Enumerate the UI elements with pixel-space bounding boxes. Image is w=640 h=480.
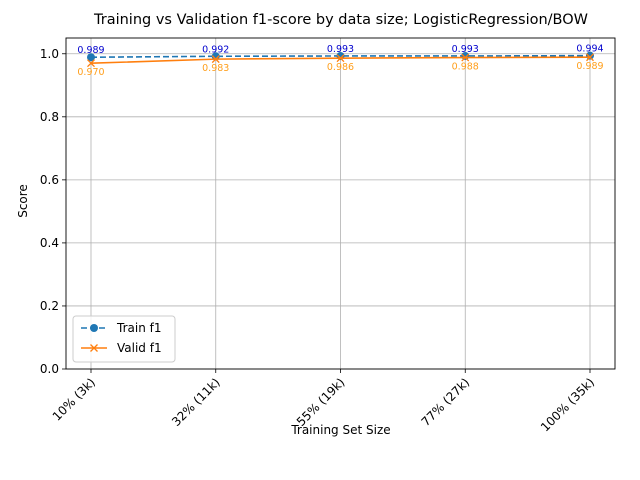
legend-box — [72, 315, 176, 363]
legend-label: Valid f1 — [117, 341, 162, 355]
data-labels: 0.989 0.992 0.993 0.993 0.994 0.970 0.983 0.986… — [77, 44, 603, 79]
train-f1-value-label: 0.989 — [77, 45, 104, 56]
x-tick-label: 10% (3k) — [50, 375, 98, 423]
train-f1-value-label: 0.993 — [327, 44, 354, 55]
train-f1-value-label: 0.993 — [452, 44, 479, 55]
x-tick-label: 100% (35k) — [538, 375, 597, 434]
valid-f1-point — [461, 53, 470, 62]
valid-f1-value-label: 0.983 — [202, 63, 229, 74]
valid-f1-point — [336, 54, 345, 63]
x-tick-label: 77% (27k) — [419, 375, 473, 429]
y-tick-label: 0.8 — [40, 110, 59, 124]
y-axis: 0.0 0.2 0.4 0.6 0.8 1.0 — [40, 47, 66, 376]
valid-f1-value-label: 0.989 — [576, 61, 603, 72]
legend-item: Valid f1 — [81, 341, 162, 355]
train-f1-value-label: 0.992 — [202, 44, 229, 55]
series-layer — [87, 51, 594, 68]
legend: Train f1 Valid f1 — [72, 315, 176, 363]
x-axis-label: Training Set Size — [290, 423, 390, 437]
y-axis-label: Score — [16, 184, 30, 218]
valid-f1-point — [87, 59, 95, 68]
x-tick-label: 32% (11k) — [169, 375, 223, 429]
y-tick-label: 0.0 — [40, 362, 59, 376]
train-f1-point — [211, 52, 220, 61]
legend-label: Train f1 — [116, 321, 161, 335]
train-f1-point — [87, 53, 95, 62]
chart-title: Training vs Validation f1-score by data … — [93, 12, 588, 28]
train-f1-line — [90, 54, 591, 59]
y-tick-label: 1.0 — [40, 47, 59, 61]
valid-f1-point — [586, 53, 594, 62]
valid-f1-value-label: 0.986 — [327, 62, 354, 73]
legend-marker-circle — [90, 324, 98, 332]
train-f1-value-label: 0.994 — [576, 44, 603, 55]
valid-f1-value-label: 0.988 — [452, 62, 479, 73]
legend-item: Train f1 — [81, 321, 161, 335]
x-tick-label: 55% (19k) — [294, 375, 348, 429]
valid-f1-value-label: 0.970 — [77, 67, 104, 78]
legend-marker-x — [90, 344, 98, 352]
y-tick-label: 0.2 — [40, 299, 59, 313]
y-tick-label: 0.6 — [40, 173, 59, 187]
valid-f1-point — [211, 55, 220, 64]
y-tick-label: 0.4 — [40, 236, 59, 250]
